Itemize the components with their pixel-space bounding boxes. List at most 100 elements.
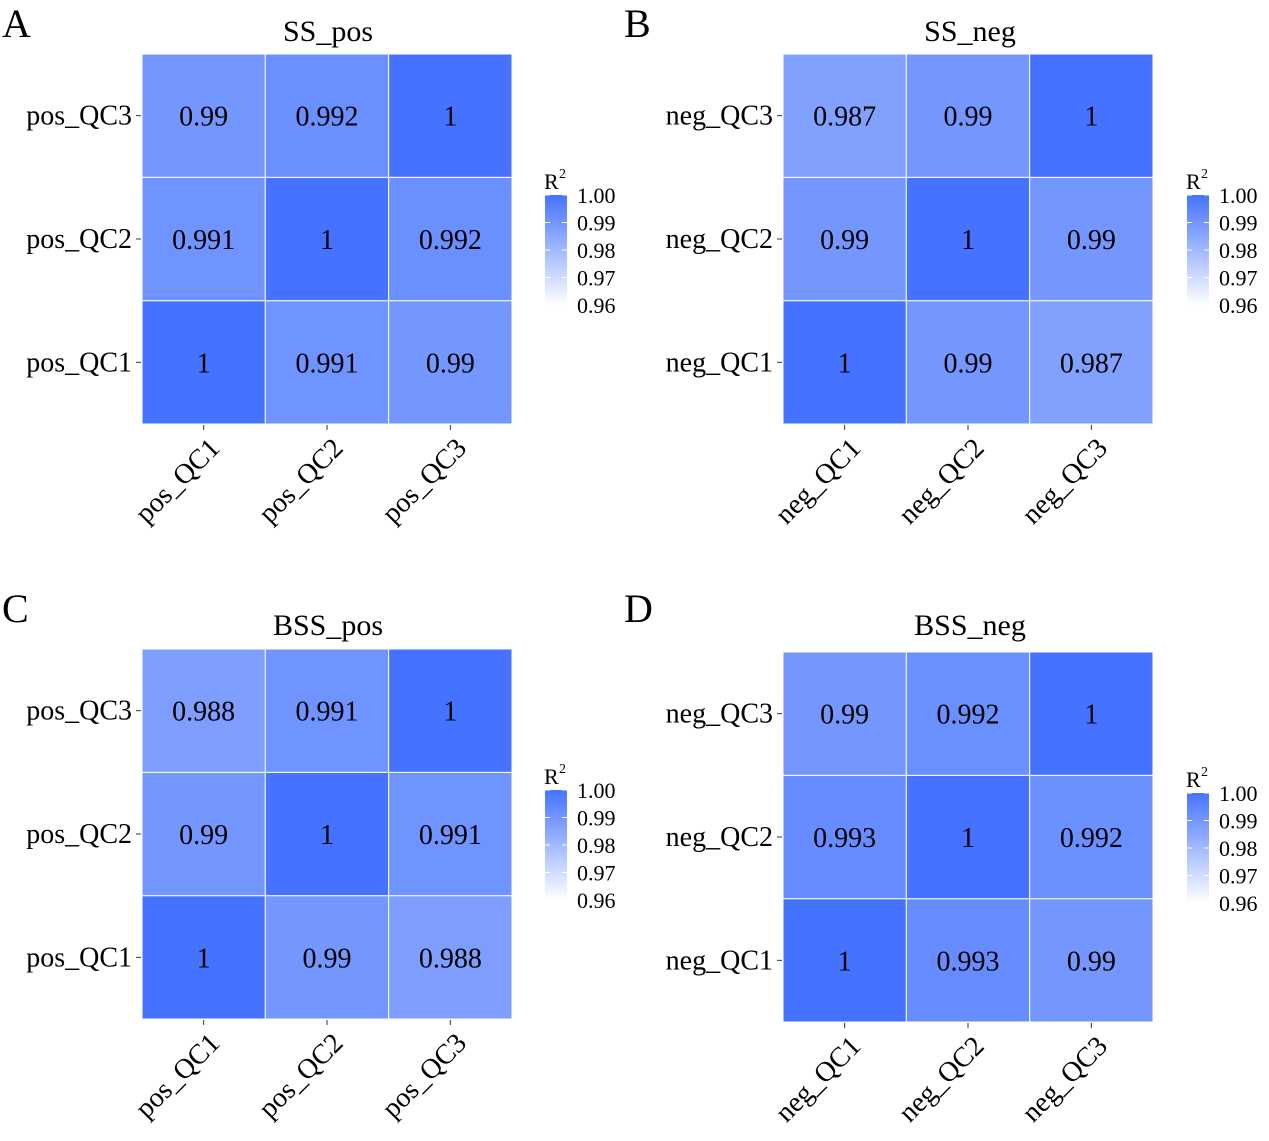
legend-tick-label: 0.98 bbox=[1219, 238, 1258, 263]
x-tick-label: pos_QC3 bbox=[376, 433, 473, 530]
legend-tick-label: 0.96 bbox=[577, 293, 616, 318]
y-tick-label: pos_QC2 bbox=[26, 224, 132, 255]
heatmap-cell bbox=[388, 648, 513, 773]
heatmap-cell bbox=[141, 648, 266, 773]
cell-value-label: 1 bbox=[961, 823, 975, 854]
x-tick-label: neg_QC3 bbox=[1016, 1031, 1114, 1129]
legend-color-bar bbox=[1187, 793, 1209, 903]
cell-value-label: 0.99 bbox=[179, 820, 228, 851]
heatmap-cell bbox=[905, 300, 1031, 425]
legend-tick-label: 0.97 bbox=[1219, 864, 1258, 889]
x-tick-label: pos_QC1 bbox=[129, 1028, 226, 1125]
legend-title-superscript: 2 bbox=[1201, 765, 1208, 780]
legend-tick-label: 0.99 bbox=[577, 211, 616, 236]
y-tick-label: neg_QC2 bbox=[666, 822, 773, 853]
legend-title: R bbox=[544, 169, 559, 194]
legend-title: R bbox=[544, 764, 559, 789]
heatmap-cell bbox=[264, 53, 390, 178]
legend-tick-label: 0.97 bbox=[577, 861, 616, 886]
y-tick-label: pos_QC1 bbox=[26, 347, 132, 378]
legend-tick-label: 1.00 bbox=[1219, 781, 1258, 806]
heatmap-cell bbox=[388, 771, 513, 897]
panel-label: B bbox=[624, 1, 651, 46]
y-tick-label: pos_QC1 bbox=[26, 942, 132, 973]
panel-title: BSS_pos bbox=[273, 609, 383, 642]
legend-tick-label: 0.96 bbox=[1219, 293, 1258, 318]
cell-value-label: 0.99 bbox=[944, 348, 993, 379]
heatmap-cell bbox=[141, 176, 266, 302]
cell-value-label: 0.991 bbox=[296, 697, 359, 728]
cell-value-label: 0.99 bbox=[1067, 225, 1116, 256]
x-tick-label: pos_QC3 bbox=[376, 1028, 473, 1125]
heatmap-cell bbox=[1029, 53, 1154, 178]
cell-value-label: 1 bbox=[197, 943, 211, 974]
color-legend: R 2 1.00 0.990.98 0.970.96 bbox=[544, 762, 616, 913]
heatmap-cell bbox=[1029, 300, 1154, 425]
cell-value-label: 0.99 bbox=[820, 225, 869, 256]
cell-value-label: 0.993 bbox=[937, 946, 1000, 977]
color-legend: R 2 1.00 0.990.98 0.970.96 bbox=[1186, 167, 1258, 318]
cell-value-label: 0.992 bbox=[296, 102, 359, 133]
cell-value-label: 0.99 bbox=[944, 102, 993, 133]
heatmap-cell bbox=[905, 651, 1031, 776]
heatmap-cell bbox=[1029, 774, 1154, 900]
x-tick-label: pos_QC2 bbox=[253, 1028, 350, 1125]
cell-value-label: 1 bbox=[320, 225, 334, 256]
heatmap-cell bbox=[141, 895, 266, 1020]
legend-tick-label: 0.99 bbox=[1219, 211, 1258, 236]
cell-value-label: 1 bbox=[197, 348, 211, 379]
legend-title-superscript: 2 bbox=[559, 167, 566, 182]
cell-value-label: 1 bbox=[1084, 700, 1098, 731]
x-tick-label: neg_QC3 bbox=[1016, 433, 1114, 531]
legend-tick-label: 1.00 bbox=[577, 778, 616, 803]
heatmap-cell bbox=[141, 771, 266, 897]
y-tick-label: neg_QC1 bbox=[666, 945, 773, 976]
heatmap-cell bbox=[905, 774, 1031, 900]
cell-value-label: 1 bbox=[838, 348, 852, 379]
legend-tick-label: 0.99 bbox=[1219, 809, 1258, 834]
legend-tick-label: 0.98 bbox=[577, 833, 616, 858]
cell-value-label: 1 bbox=[838, 946, 852, 977]
cell-value-label: 0.993 bbox=[813, 823, 876, 854]
heatmap-cell bbox=[388, 176, 513, 302]
heatmap-cell bbox=[782, 898, 907, 1023]
legend-tick-label: 0.96 bbox=[577, 888, 616, 913]
cell-value-label: 0.99 bbox=[426, 348, 475, 379]
cell-value-label: 0.991 bbox=[419, 820, 482, 851]
heatmap-panel-b: B SS_neg 1 0.99 0.987 0.99 1 0.99 0.987 0.99 1 neg_… bbox=[624, 1, 1258, 530]
cell-value-label: 0.988 bbox=[172, 697, 235, 728]
legend-tick-label: 0.97 bbox=[577, 266, 616, 291]
heatmap-cell bbox=[782, 176, 907, 302]
legend-tick-label: 0.98 bbox=[577, 238, 616, 263]
legend-tick-label: 1.00 bbox=[1219, 183, 1258, 208]
heatmap-cell bbox=[141, 300, 266, 425]
x-tick-label: neg_QC2 bbox=[893, 433, 991, 531]
y-tick-label: pos_QC3 bbox=[26, 696, 132, 727]
heatmap-cell bbox=[264, 895, 390, 1020]
heatmap-cell bbox=[141, 53, 266, 178]
heatmap-cell bbox=[1029, 651, 1154, 776]
cell-value-label: 0.99 bbox=[820, 700, 869, 731]
x-tick-label: neg_QC2 bbox=[893, 1031, 991, 1129]
cell-value-label: 0.991 bbox=[172, 225, 235, 256]
legend-tick-label: 0.97 bbox=[1219, 266, 1258, 291]
heatmap-cell bbox=[264, 300, 390, 425]
x-tick-label: neg_QC1 bbox=[769, 433, 867, 531]
cell-value-label: 1 bbox=[443, 697, 457, 728]
cell-value-label: 0.991 bbox=[296, 348, 359, 379]
panel-title: SS_neg bbox=[924, 15, 1016, 48]
heatmap-cell bbox=[905, 176, 1031, 302]
legend-tick-label: 0.99 bbox=[577, 806, 616, 831]
legend-tick-label: 0.98 bbox=[1219, 836, 1258, 861]
legend-tick-label: 0.96 bbox=[1219, 891, 1258, 916]
color-legend: R 2 1.00 0.990.98 0.970.96 bbox=[544, 167, 616, 318]
legend-color-bar bbox=[1187, 195, 1209, 305]
x-tick-label: neg_QC1 bbox=[769, 1031, 867, 1129]
y-tick-label: pos_QC2 bbox=[26, 819, 132, 850]
cell-value-label: 0.992 bbox=[419, 225, 482, 256]
cell-value-label: 0.99 bbox=[1067, 946, 1116, 977]
cell-value-label: 1 bbox=[443, 102, 457, 133]
